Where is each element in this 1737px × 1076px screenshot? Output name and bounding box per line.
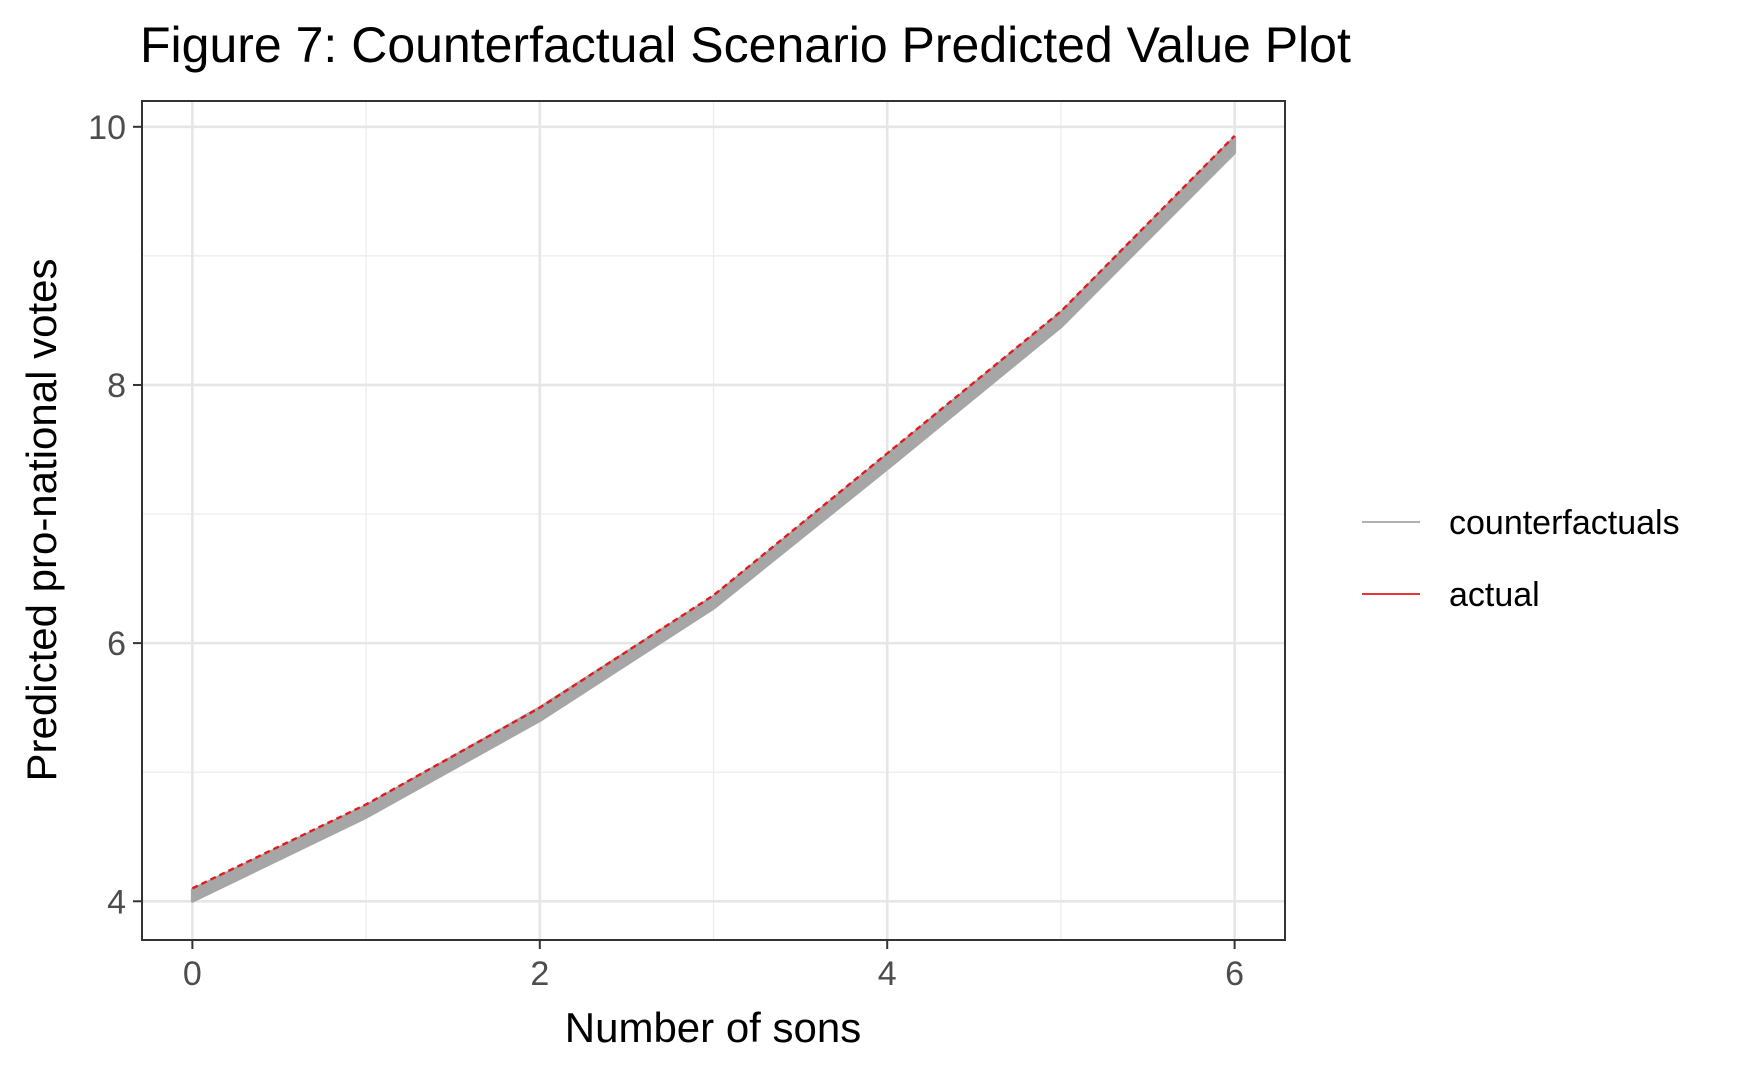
x-tick-label: 0 — [183, 955, 202, 993]
plot-border — [141, 100, 1286, 941]
x-tick-label: 2 — [530, 955, 549, 993]
grid-layer — [142, 101, 1285, 940]
axis-layer: 0 2 4 6 4 6 8 10 — [88, 109, 1244, 993]
chart-title: Figure 7: Counterfactual Scenario Predic… — [140, 17, 1351, 73]
legend-label-counterfactuals: counterfactuals — [1449, 504, 1680, 542]
legend-label-actual: actual — [1449, 576, 1540, 614]
series-line-actual — [191, 135, 1236, 890]
y-tick-label: 6 — [107, 625, 126, 663]
x-tick-label: 6 — [1225, 955, 1244, 993]
y-axis-title: Predicted pro-national votes — [18, 259, 65, 782]
x-axis-title: Number of sons — [565, 1004, 861, 1051]
y-tick-label: 8 — [107, 367, 126, 405]
y-tick-label: 4 — [107, 883, 126, 921]
x-tick-label: 4 — [878, 955, 897, 993]
data-layer — [190, 135, 1237, 903]
y-tick-label: 10 — [88, 109, 126, 147]
legend: counterfactuals actual — [1362, 504, 1680, 614]
